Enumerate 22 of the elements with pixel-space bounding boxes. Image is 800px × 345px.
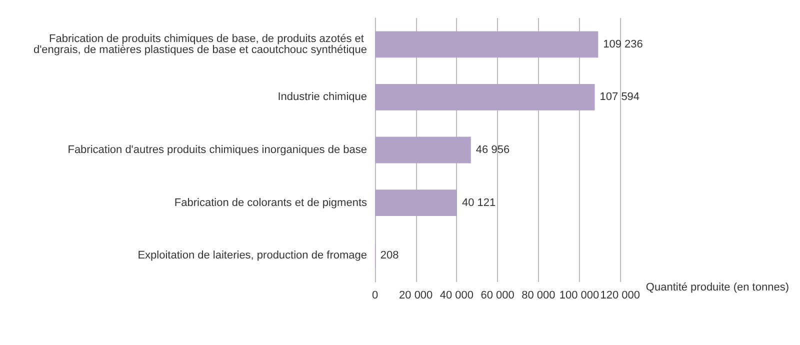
bar	[375, 31, 598, 58]
y-tick-label: Industrie chimique	[278, 91, 367, 104]
data-label: 46 956	[476, 144, 510, 156]
x-axis-title: Quantité produite (en tonnes)	[646, 282, 789, 294]
data-label: 208	[380, 250, 399, 262]
y-tick-label: Fabrication d'autres produits chimiques inorganiques de base	[68, 144, 367, 156]
x-tick-label: 120 000	[600, 290, 640, 302]
y-tick-label: Fabrication de colorants et de pigments	[174, 196, 368, 209]
data-label: 109 236	[603, 38, 643, 50]
y-tick-label: Fabrication de produits chimiques de base, de produits azotés et d'engrais, de matières plastiques de base et caoutchouc synthétique	[33, 32, 367, 56]
x-tick-label: 60 000	[480, 290, 514, 302]
x-tick-label: 80 000	[522, 290, 556, 302]
y-tick-label: Exploitation de laiteries, production de fromage	[138, 250, 367, 262]
bar	[375, 190, 457, 216]
data-label: 40 121	[462, 196, 496, 209]
bar	[375, 136, 471, 164]
bar	[375, 84, 595, 110]
x-tick-label: 0	[372, 290, 378, 302]
data-label: 107 594	[600, 91, 640, 104]
x-tick-label: 40 000	[440, 290, 474, 302]
x-tick-label: 100 000	[559, 290, 600, 302]
x-tick-label: 20 000	[399, 290, 433, 302]
